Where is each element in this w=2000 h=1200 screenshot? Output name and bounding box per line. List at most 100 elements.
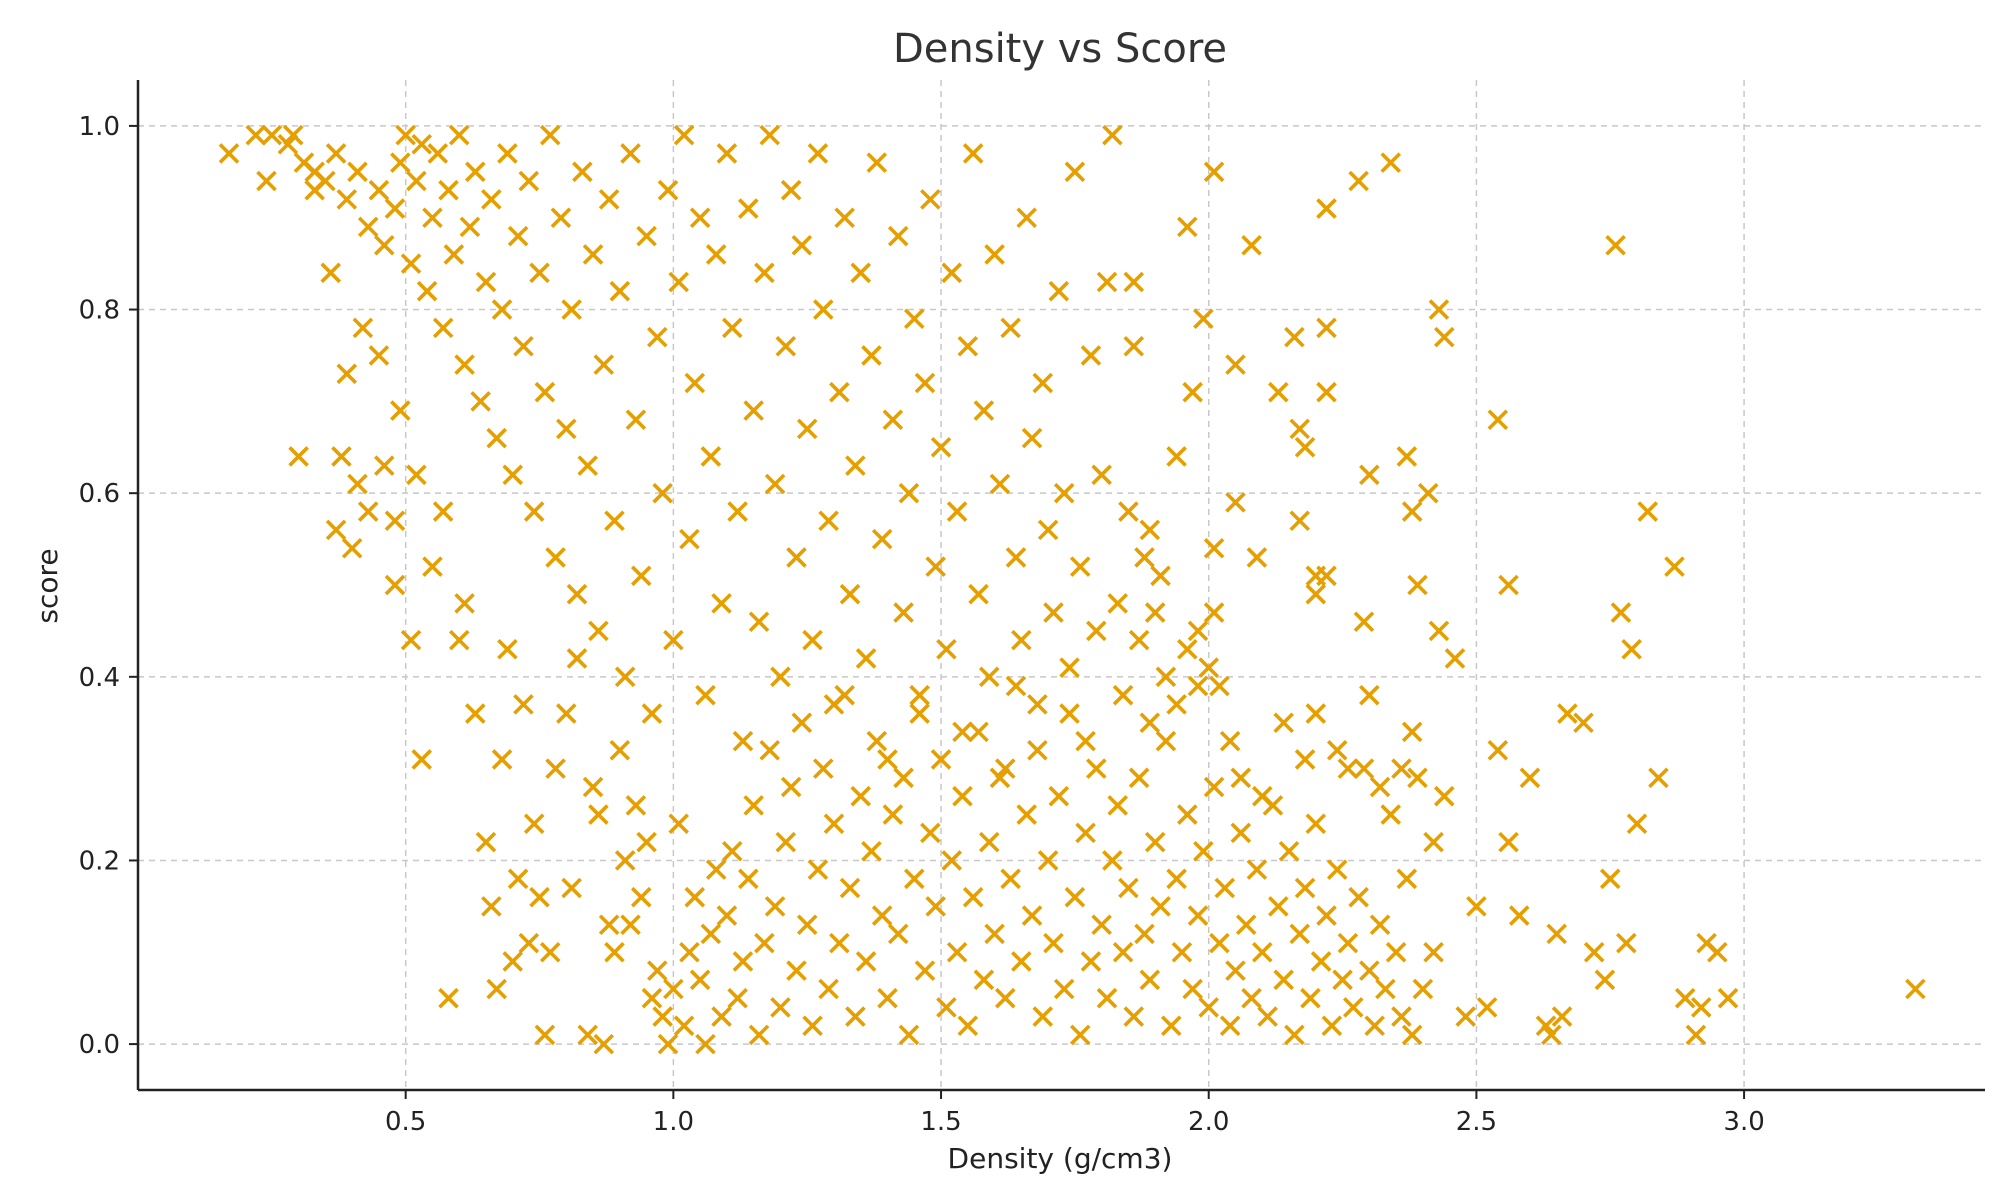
data-point (1375, 978, 1396, 1000)
data-point (1353, 611, 1375, 633)
data-point (534, 381, 556, 403)
data-point (1059, 703, 1080, 724)
data-point (1123, 1006, 1145, 1027)
y-tick-label: 0.6 (79, 479, 120, 509)
grid-lines (138, 80, 1985, 1090)
data-point (711, 593, 732, 614)
data-point (1225, 354, 1246, 375)
data-point (470, 391, 491, 412)
data-point (491, 299, 513, 320)
data-point (523, 813, 545, 835)
data-point (1043, 932, 1064, 954)
data-point (481, 896, 502, 917)
data-point (320, 262, 342, 284)
data-point (609, 280, 631, 302)
data-point (1310, 951, 1332, 972)
data-point (331, 446, 352, 467)
data-point (791, 712, 813, 734)
data-point (882, 409, 904, 431)
data-point (539, 941, 561, 963)
data-point (1610, 602, 1632, 623)
data-point (1380, 152, 1402, 173)
data-point (850, 785, 872, 807)
data-point (593, 1033, 615, 1055)
data-point (636, 225, 657, 247)
data-point (909, 703, 930, 724)
data-point (1305, 813, 1327, 835)
data-point (909, 684, 930, 706)
data-point (475, 831, 497, 853)
data-point (1096, 271, 1118, 293)
data-point (743, 400, 764, 421)
data-point (357, 216, 379, 238)
data-point (1064, 886, 1086, 908)
y-axis-ticks: 0.0 0.2 0.4 0.6 0.8 1.0 (79, 112, 138, 1060)
data-point (930, 436, 952, 458)
data-point (968, 721, 989, 743)
data-point (1434, 785, 1455, 807)
data-point (416, 280, 438, 302)
data-point (1059, 657, 1080, 678)
data-point (454, 593, 475, 614)
data-point (780, 776, 802, 798)
data-point (914, 960, 936, 981)
data-point (465, 703, 486, 724)
data-point (834, 207, 855, 229)
data-point (422, 556, 443, 577)
data-point (556, 418, 577, 440)
data-point (796, 418, 818, 440)
data-point (1182, 381, 1203, 403)
data-point (732, 951, 754, 972)
x-tick-label: 1.0 (653, 1107, 694, 1137)
data-point (1118, 877, 1139, 899)
data-point (1401, 501, 1423, 522)
data-point (1069, 556, 1091, 577)
data-point (497, 638, 518, 660)
data-point (411, 133, 433, 155)
data-point (978, 831, 1000, 853)
data-point (802, 1015, 823, 1037)
data-point (855, 951, 877, 972)
data-point (1498, 574, 1519, 596)
y-axis-label: score (31, 548, 64, 623)
data-point (438, 987, 459, 1009)
data-point (1316, 317, 1337, 339)
data-point (807, 859, 829, 880)
data-point (641, 703, 663, 724)
data-point (636, 831, 657, 853)
data-point (1707, 941, 1728, 963)
data-point (818, 978, 839, 1000)
data-point (1171, 941, 1193, 963)
data-point (1348, 886, 1369, 908)
data-point (384, 510, 406, 532)
data-point (727, 987, 748, 1009)
data-point (978, 666, 1000, 688)
data-point (1573, 712, 1594, 734)
data-point (454, 354, 475, 375)
data-point (668, 271, 689, 293)
data-point (1546, 923, 1567, 945)
data-point (1032, 1006, 1054, 1027)
data-point (1316, 198, 1337, 219)
data-point (1005, 547, 1027, 568)
data-point (1128, 629, 1150, 651)
data-point (684, 372, 706, 394)
data-point (657, 179, 679, 201)
data-point (341, 537, 363, 559)
data-point (1230, 767, 1252, 789)
data-point (791, 234, 813, 256)
data-point (1037, 850, 1059, 871)
x-tick-label: 0.5 (385, 1107, 426, 1137)
data-point (898, 482, 920, 504)
data-point (577, 455, 598, 476)
data-point (427, 143, 449, 164)
data-point (871, 528, 893, 550)
data-point (1305, 703, 1327, 724)
data-point (786, 960, 807, 981)
data-point (738, 868, 759, 890)
data-point (952, 785, 973, 807)
data-point (721, 840, 743, 862)
data-point (877, 749, 898, 770)
data-point (1209, 932, 1230, 954)
data-point (545, 758, 566, 779)
